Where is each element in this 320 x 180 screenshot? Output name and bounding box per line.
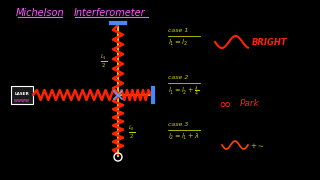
Text: +$\sim$: +$\sim$	[250, 141, 264, 150]
Text: $\frac{L_1}{2}$: $\frac{L_1}{2}$	[100, 52, 108, 70]
Text: LASER: LASER	[15, 92, 29, 96]
Text: $l_2=l_1+\lambda$: $l_2=l_1+\lambda$	[168, 132, 199, 142]
Text: $\infty$: $\infty$	[219, 96, 231, 111]
Text: case 2: case 2	[168, 75, 188, 80]
FancyBboxPatch shape	[11, 86, 33, 104]
Text: $l_1=l_2$: $l_1=l_2$	[168, 38, 188, 48]
Text: $l_1=l_2+\frac{\lambda}{4}$: $l_1=l_2+\frac{\lambda}{4}$	[168, 85, 199, 99]
Text: Michelson: Michelson	[16, 8, 64, 18]
Text: case 1: case 1	[168, 28, 188, 33]
Text: Interferometer: Interferometer	[74, 8, 146, 18]
Text: Park: Park	[240, 98, 260, 107]
Text: case 3: case 3	[168, 122, 188, 127]
Text: wwww: wwww	[14, 98, 30, 102]
Text: $\frac{L_2}{2}$: $\frac{L_2}{2}$	[128, 123, 136, 141]
Text: BRIGHT: BRIGHT	[252, 37, 288, 46]
